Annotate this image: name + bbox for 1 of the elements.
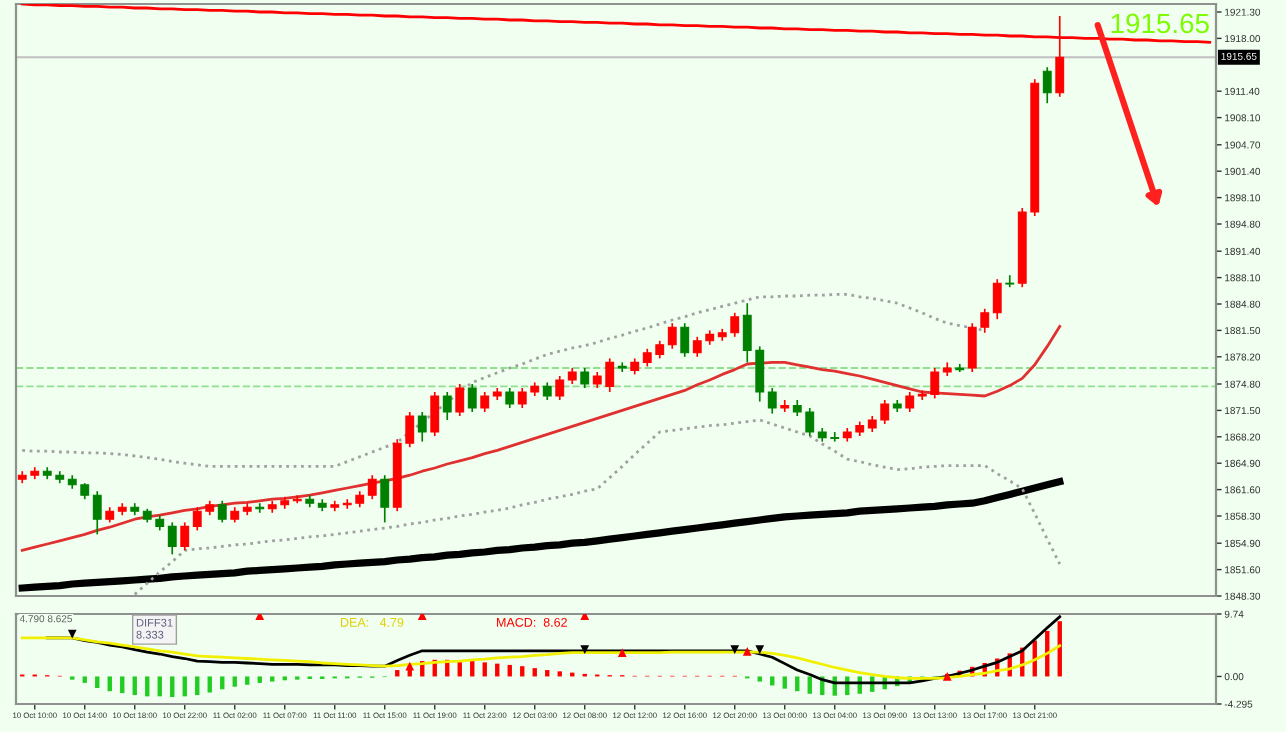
annotation: 1915.65	[1111, 13, 1209, 34]
